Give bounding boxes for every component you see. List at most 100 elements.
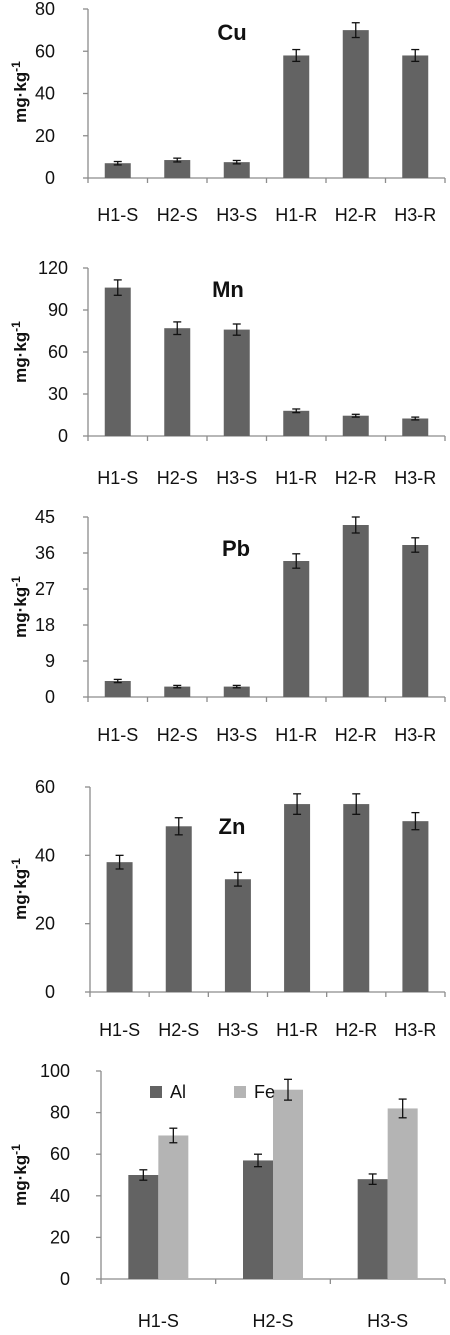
y-axis-label: mg·kg-1 (9, 858, 30, 920)
legend-swatch (234, 1086, 246, 1098)
y-tick-label: 0 (45, 168, 55, 188)
y-tick-label: 36 (35, 543, 55, 563)
bar (342, 525, 369, 697)
y-tick-label: 30 (48, 384, 68, 404)
y-tick-label: 20 (35, 126, 55, 146)
bar (343, 804, 370, 992)
x-tick-label: H1-S (97, 725, 138, 745)
x-tick-label: H1-S (97, 468, 138, 488)
x-tick-label: H3-R (394, 205, 436, 225)
x-tick-label: H1-S (97, 205, 138, 225)
chart-panel-2: 0 30 60 90 120 H1-S H2-S H3-S H1-R H2-R H3-R Mn mg·k… (9, 258, 446, 488)
x-tick-label: H2-R (335, 205, 377, 225)
x-tick-label: H3-S (216, 205, 257, 225)
legend-label: Fe (254, 1082, 275, 1102)
bar (283, 561, 310, 697)
bar (402, 821, 429, 992)
y-axis-label: mg·kg-1 (9, 321, 30, 383)
bar (104, 681, 131, 697)
x-tick-label: H3-S (216, 725, 257, 745)
chart-title: Mn (212, 277, 244, 302)
x-tick-label: H1-S (99, 1020, 140, 1040)
y-tick-label: 40 (35, 845, 55, 865)
y-tick-label: 80 (35, 0, 55, 19)
x-tick-label: H2-R (335, 468, 377, 488)
y-tick-label: 90 (48, 300, 68, 320)
bar (402, 545, 429, 697)
x-tick-label: H2-S (157, 205, 198, 225)
bar (387, 1108, 418, 1279)
legend-swatch (150, 1086, 162, 1098)
y-axis-label: mg·kg-1 (9, 1144, 30, 1206)
chart-panel-1: 0 20 40 60 80 H1-S H2-S H3-S H1-R H2-R H3-R Cu mg·kg… (9, 0, 446, 225)
x-tick-label: H3-S (216, 468, 257, 488)
bar (164, 328, 191, 436)
chart-panel-4: 0 20 40 60 H1-S H2-S H3-S H1-R H2-R H3-R Zn mg·kg-1 (9, 777, 446, 1040)
bar (243, 1160, 273, 1279)
x-tick-label: H3-R (394, 468, 436, 488)
y-tick-label: 0 (45, 687, 55, 707)
bar (223, 329, 250, 436)
x-tick-label: H3-S (217, 1020, 258, 1040)
chart-title: Cu (217, 20, 246, 45)
bar (165, 826, 192, 992)
y-tick-label: 20 (50, 1227, 70, 1247)
bar (342, 415, 369, 436)
x-tick-label: H1-R (275, 205, 317, 225)
bar (224, 879, 251, 992)
chart-panel-3: 0 9 18 27 36 45 H1-S H2-S H3-S H1-R H2-R H3-R Pb mg·k… (9, 507, 446, 745)
bar (402, 418, 429, 436)
y-tick-label: 60 (35, 41, 55, 61)
legend-label: Al (170, 1082, 186, 1102)
x-tick-label: H1-R (275, 725, 317, 745)
x-tick-label: H2-S (157, 725, 198, 745)
x-tick-label: H2-R (335, 1020, 377, 1040)
x-tick-label: H1-S (138, 1311, 179, 1331)
y-tick-label: 9 (45, 651, 55, 671)
bar (283, 55, 310, 178)
bar (223, 686, 250, 697)
bar (342, 30, 369, 178)
x-tick-label: H3-S (367, 1311, 408, 1331)
bar (164, 160, 191, 178)
y-tick-label: 60 (50, 1144, 70, 1164)
bar (128, 1175, 159, 1279)
bar (106, 862, 133, 992)
x-tick-label: H2-S (157, 468, 198, 488)
y-tick-label: 0 (58, 426, 68, 446)
bar (283, 410, 310, 436)
x-tick-label: H2-S (252, 1311, 293, 1331)
x-tick-label: H2-S (158, 1020, 199, 1040)
x-tick-label: H3-R (394, 725, 436, 745)
chart-title: Pb (222, 536, 250, 561)
y-tick-label: 120 (38, 258, 68, 278)
bar (402, 55, 429, 178)
y-tick-label: 60 (48, 342, 68, 362)
y-tick-label: 60 (35, 777, 55, 797)
y-tick-label: 0 (45, 982, 55, 1002)
y-tick-label: 45 (35, 507, 55, 527)
bar (223, 162, 250, 178)
chart-panel-5: 0 20 40 60 80 100 H1-S H2-S H3-S mg·kg-1 Al Fe (9, 1061, 446, 1331)
x-tick-label: H2-R (335, 725, 377, 745)
bar (158, 1135, 189, 1279)
y-tick-label: 20 (35, 914, 55, 934)
bar (104, 287, 131, 436)
y-tick-label: 18 (35, 615, 55, 635)
bar (357, 1179, 388, 1279)
x-tick-label: H3-R (394, 1020, 436, 1040)
chart-title: Zn (219, 814, 246, 839)
bar (104, 163, 131, 178)
bar (284, 804, 311, 992)
bar (164, 686, 191, 697)
bar (273, 1089, 303, 1279)
y-tick-label: 0 (60, 1269, 70, 1289)
y-tick-label: 100 (40, 1061, 70, 1081)
x-tick-label: H1-R (276, 1020, 318, 1040)
y-axis-label: mg·kg-1 (9, 576, 30, 638)
y-axis-label: mg·kg-1 (9, 61, 30, 123)
y-tick-label: 27 (35, 579, 55, 599)
y-tick-label: 40 (35, 84, 55, 104)
x-tick-label: H1-R (275, 468, 317, 488)
